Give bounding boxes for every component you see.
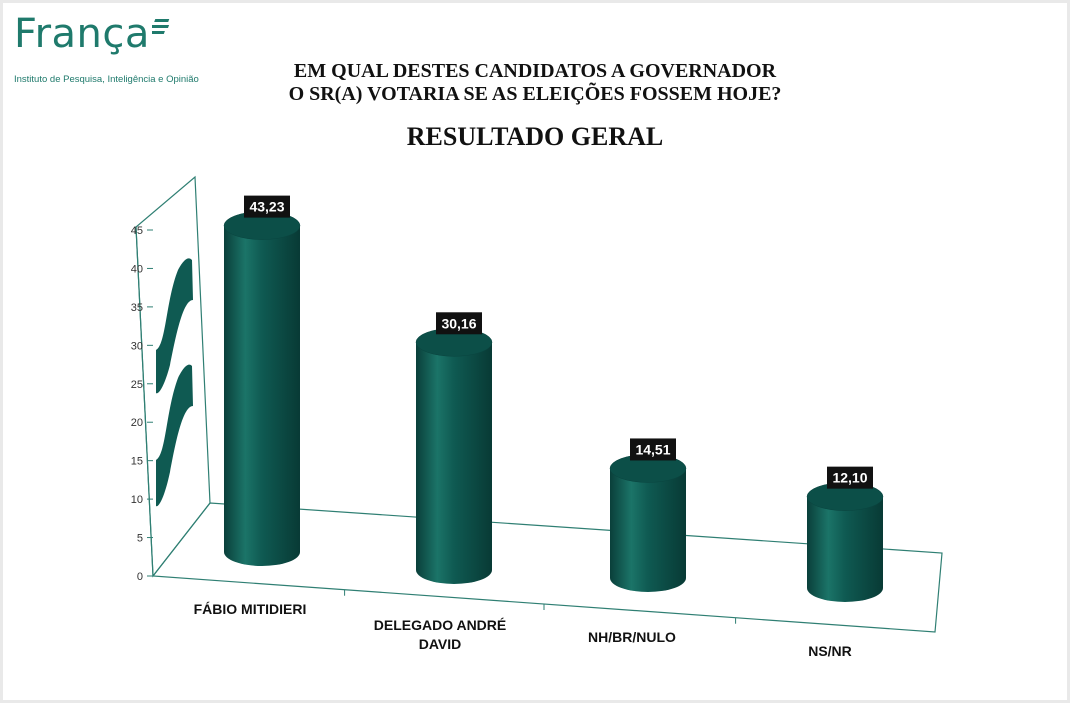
chart-title-line-2: O SR(A) VOTARIA SE AS ELEIÇÕES FOSSEM HO… [288,83,782,105]
logo-wordmark: França [14,14,199,54]
wall-wave-shape [156,258,193,394]
bar-body [224,225,300,566]
y-axis-line [135,226,154,577]
data-label-box [244,195,290,218]
x-category-label: DELEGADO ANDRÉ DAVID [374,617,507,652]
logo: França Instituto de Pesquisa, Inteligênc… [14,14,199,85]
data-label-box [827,466,873,489]
x-category-label: NH/BR/NULO [588,629,676,645]
chart-subtitle: RESULTADO GERAL [406,122,664,151]
y-tick-label: 40 [131,263,143,275]
y-tick-label: 10 [131,494,143,506]
bar [223,211,301,566]
y-tick-label: 20 [131,417,143,429]
data-label-box [436,312,482,335]
data-label: 43,23 [249,199,284,215]
bar [806,482,884,602]
data-label-box [630,438,676,461]
bar-body [807,496,883,602]
y-tick-label: 30 [131,340,143,352]
bar-body [610,468,686,592]
wall-wave-shape [156,364,193,507]
y-tick-label: 25 [131,379,143,391]
y-tick-label: 45 [131,225,143,237]
y-tick-label: 0 [137,571,143,583]
data-label: 14,51 [635,441,670,457]
bar-body [416,342,492,584]
logo-stripes-icon [149,19,170,34]
data-label: 12,10 [832,470,867,486]
bar [415,328,493,584]
y-tick-label: 35 [131,302,143,314]
x-category-label: FÁBIO MITIDIERI [194,601,307,617]
floor-outline [151,502,943,633]
y-tick-label: 15 [131,456,143,468]
y-wall [135,175,211,578]
data-label: 30,16 [441,315,476,331]
x-category-label: NS/NR [808,643,852,659]
chart-title-line-1: EM QUAL DESTES CANDIDATOS A GOVERNADOR [293,60,777,82]
y-tick-label: 5 [137,533,143,545]
bar [609,454,687,592]
logo-subtitle: Instituto de Pesquisa, Inteligência e Op… [14,74,199,85]
